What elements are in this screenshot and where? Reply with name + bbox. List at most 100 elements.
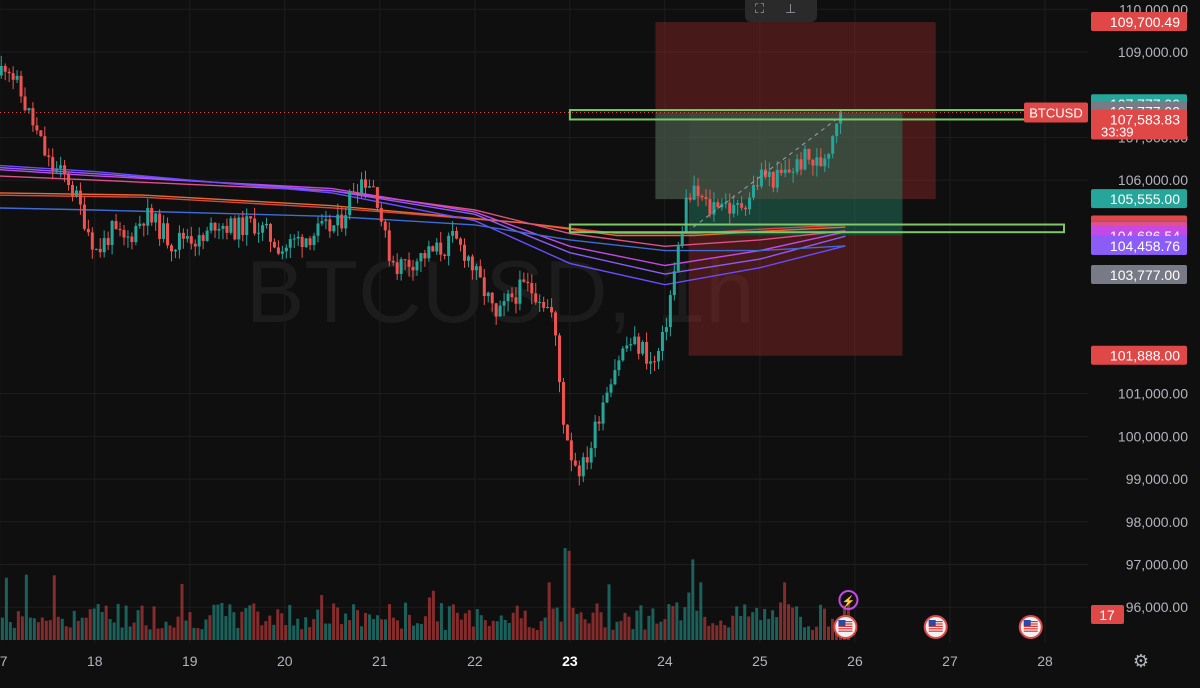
volume-bar <box>316 609 320 640</box>
candle-body <box>213 222 217 231</box>
volume-bar <box>431 590 435 640</box>
candle-body <box>316 223 320 236</box>
volume-bar <box>767 618 771 640</box>
volume-badge <box>1091 605 1124 624</box>
volume-bar <box>507 622 511 640</box>
volume-bar <box>739 615 743 640</box>
volume-bar <box>747 616 751 640</box>
volume-bar <box>16 611 20 640</box>
candle-body <box>791 171 795 173</box>
candle-body <box>102 238 106 253</box>
candle-body <box>759 169 763 187</box>
volume-bar <box>228 604 232 640</box>
volume-badge-label: 17 <box>1099 607 1115 623</box>
volume-bar <box>759 620 763 640</box>
time-tick-label: 22 <box>467 653 483 669</box>
volume-bar <box>212 604 216 640</box>
volume-bar <box>196 628 200 640</box>
candle-body <box>288 239 292 248</box>
candle-body <box>641 342 645 354</box>
candle-body <box>55 168 59 171</box>
fullscreen-icon[interactable]: ⛶ <box>755 2 765 17</box>
price-label-text: 104,458.76 <box>1110 238 1180 254</box>
volume-bar <box>256 611 260 640</box>
volume-bar <box>12 627 16 640</box>
time-tick-label: 28 <box>1037 653 1053 669</box>
volume-bar <box>260 625 264 640</box>
volume-bar <box>392 617 396 640</box>
candle-body <box>209 222 213 231</box>
volume-bar <box>180 583 184 640</box>
candle-body <box>90 232 94 250</box>
measure-icon[interactable]: ⊥ <box>785 2 797 17</box>
volume-bar <box>320 594 324 640</box>
drawing-toolbar[interactable]: ⛶ ⊥ <box>745 0 817 22</box>
candle-body <box>708 199 712 215</box>
volume-bar <box>92 608 96 640</box>
candle-body <box>205 230 209 241</box>
volume-bar <box>471 626 475 640</box>
take-profit-zone <box>688 112 903 236</box>
volume-bar <box>807 626 811 640</box>
candle-body <box>775 169 779 188</box>
candle-body <box>589 448 593 463</box>
candle-body <box>3 65 7 72</box>
moving-average-line <box>0 175 846 248</box>
volume-bar <box>328 623 332 640</box>
volume-bar <box>543 617 547 640</box>
volume-bar <box>727 627 731 640</box>
volume-bar <box>8 622 12 640</box>
candle-body <box>324 219 328 222</box>
candle-body <box>356 192 360 194</box>
candle-body <box>550 307 554 313</box>
candle-body <box>169 245 173 252</box>
candle-body <box>415 261 419 271</box>
support-box <box>568 223 1065 234</box>
volume-bar <box>515 605 519 640</box>
candle-body <box>605 392 609 403</box>
volume-bar <box>587 623 591 640</box>
candle-body <box>613 370 617 385</box>
volume-bar <box>80 617 84 640</box>
volume-bar <box>671 606 675 640</box>
candle-body <box>193 243 197 247</box>
volume-bar <box>276 609 280 640</box>
candle-body <box>419 253 423 262</box>
candle-body <box>601 402 605 424</box>
candle-body <box>807 148 811 160</box>
price-tick-label: 100,000.00 <box>1118 428 1188 444</box>
volume-bar <box>344 613 348 640</box>
candle-body <box>15 75 19 80</box>
candle-body <box>803 148 807 170</box>
volume-bar <box>707 625 711 640</box>
volume-bar <box>248 605 252 640</box>
volume-bar <box>827 626 831 640</box>
volume-bar <box>819 604 823 640</box>
volume-bar <box>547 582 551 640</box>
volume-bar <box>487 625 491 640</box>
price-label-badge <box>1091 12 1187 32</box>
volume-bar <box>823 608 827 640</box>
volume-bar <box>224 616 228 640</box>
volume-bar <box>687 592 691 640</box>
volume-bar <box>360 626 364 640</box>
price-tick-label: 97,000.00 <box>1126 556 1188 572</box>
candle-body <box>71 185 75 196</box>
candle-body <box>581 457 585 477</box>
candle-body <box>225 225 229 233</box>
volume-bar <box>120 627 124 640</box>
volume-bar <box>376 615 380 640</box>
candle-body <box>177 232 181 250</box>
volume-histogram <box>0 548 850 640</box>
candle-body <box>138 223 142 227</box>
volume-bar <box>643 629 647 640</box>
volume-bar <box>467 610 471 640</box>
price-label-badge <box>1091 265 1187 285</box>
candle-body <box>328 219 332 232</box>
volume-bar <box>380 619 384 640</box>
time-axis: 17 18 19 20 21 22 23 24 25 26 27 28 <box>0 653 1053 669</box>
volume-bar <box>20 616 24 640</box>
settings-gear-icon[interactable]: ⚙ <box>1133 651 1149 671</box>
